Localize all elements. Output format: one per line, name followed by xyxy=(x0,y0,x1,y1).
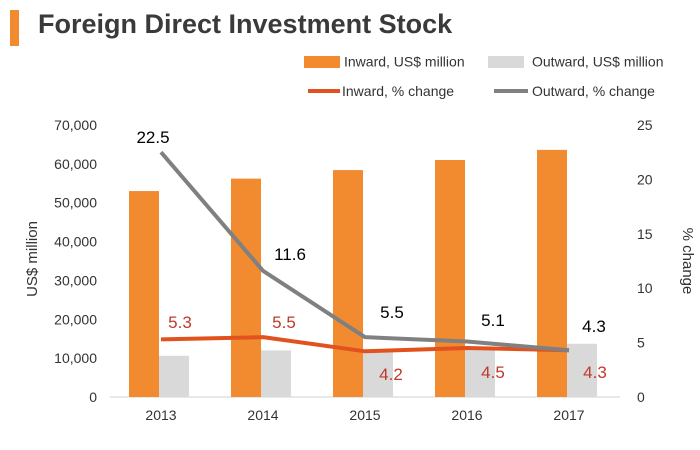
legend-inward-bar-label: Inward, US$ million xyxy=(344,54,465,70)
y-tick-label: 20,000 xyxy=(54,311,97,327)
y-tick-label: 0 xyxy=(89,389,97,405)
y-axis-title: US$ million xyxy=(24,221,41,297)
data-label-inward-2013: 5.3 xyxy=(168,313,192,332)
data-label-inward-2015: 4.2 xyxy=(379,365,403,384)
data-label-inward-2016: 4.5 xyxy=(481,363,505,382)
title-accent-bar xyxy=(10,10,19,46)
lines-group xyxy=(159,150,570,354)
ticks-group: 0 10,000 20,000 30,000 40,000 50,000 60,000 70,… xyxy=(54,117,653,423)
y-tick-label: 60,000 xyxy=(54,156,97,172)
data-label-inward-2017: 4.3 xyxy=(583,363,607,382)
y2-tick-label: 5 xyxy=(637,335,645,351)
x-tick-label: 2013 xyxy=(145,407,176,423)
bar-outward-2014 xyxy=(261,350,291,397)
x-tick-label: 2014 xyxy=(247,407,278,423)
bar-inward-2013 xyxy=(129,191,159,397)
bars-group xyxy=(129,149,597,397)
y-tick-label: 30,000 xyxy=(54,272,97,288)
bar-inward-2015 xyxy=(333,170,363,397)
legend-outward-bar-label: Outward, US$ million xyxy=(532,54,664,70)
y2-tick-label: 25 xyxy=(637,117,653,133)
data-labels-group: 5.3 5.5 4.2 4.5 4.3 22.5 11.6 5.5 5.1 4.3 xyxy=(136,128,606,384)
bar-inward-2016 xyxy=(435,159,465,397)
y-tick-label: 50,000 xyxy=(54,195,97,211)
legend-outward-line-label: Outward, % change xyxy=(532,83,655,99)
chart-title: Foreign Direct Investment Stock xyxy=(38,9,453,39)
bar-outward-2017 xyxy=(567,343,597,397)
y2-tick-label: 20 xyxy=(637,171,653,187)
y-tick-label: 10,000 xyxy=(54,350,97,366)
legend-outward-bar-swatch xyxy=(488,56,524,68)
data-label-outward-2016: 5.1 xyxy=(481,311,505,330)
bar-outward-2013 xyxy=(159,355,189,397)
bar-inward-2017 xyxy=(537,149,567,397)
x-tick-label: 2015 xyxy=(349,407,380,423)
data-label-outward-2013: 22.5 xyxy=(136,128,169,147)
y2-axis-title: % change xyxy=(679,228,696,295)
legend-inward-bar-swatch xyxy=(304,56,340,68)
y2-tick-label: 15 xyxy=(637,226,653,242)
line-inward-change xyxy=(160,335,570,354)
y-tick-label: 40,000 xyxy=(54,234,97,250)
bar-inward-2014 xyxy=(231,178,261,397)
bar-outward-2015 xyxy=(363,351,393,397)
y-tick-label: 70,000 xyxy=(54,117,97,133)
data-label-outward-2017: 4.3 xyxy=(582,317,606,336)
line-outward-change xyxy=(159,150,570,353)
data-label-outward-2015: 5.5 xyxy=(380,303,404,322)
x-tick-label: 2016 xyxy=(451,407,482,423)
data-label-outward-2014: 11.6 xyxy=(274,245,306,264)
y2-tick-label: 10 xyxy=(637,280,653,296)
y2-tick-label: 0 xyxy=(637,389,645,405)
legend-inward-line-label: Inward, % change xyxy=(342,83,454,99)
data-label-inward-2014: 5.5 xyxy=(272,313,296,332)
bar-outward-2016 xyxy=(465,347,495,397)
legend: Inward, US$ million Outward, US$ million… xyxy=(304,54,664,99)
x-tick-label: 2017 xyxy=(553,407,584,423)
